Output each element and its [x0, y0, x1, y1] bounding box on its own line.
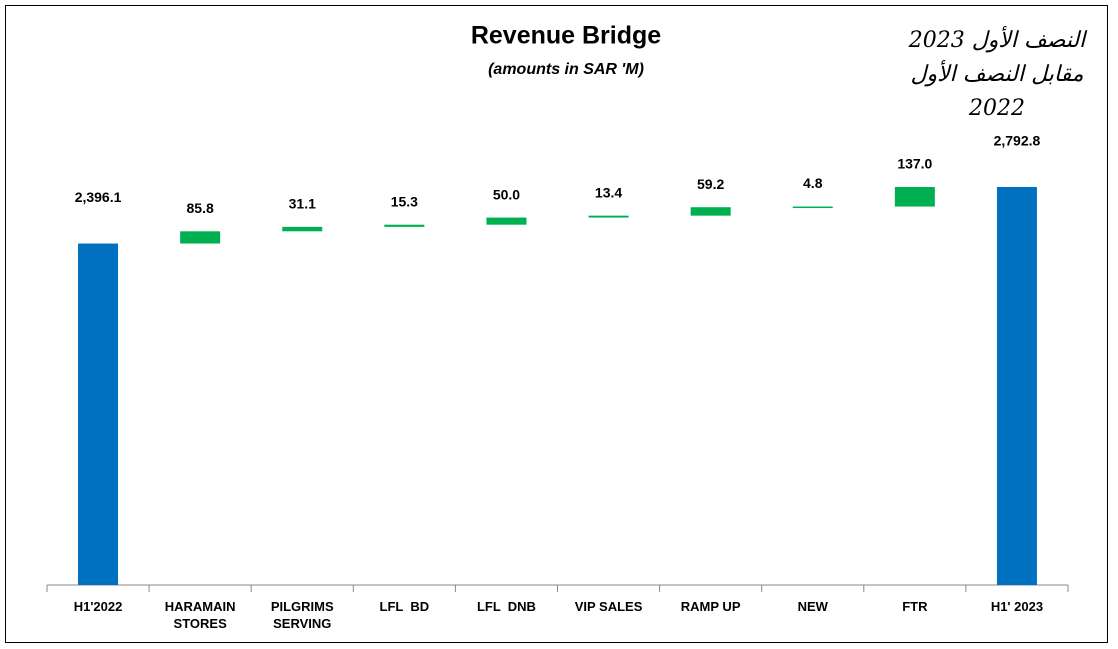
x-tick-label: HARAMAIN STORES — [164, 599, 240, 631]
annotation-line: النصف الأول 2023 — [908, 28, 1086, 53]
increase-bar — [384, 224, 425, 227]
increase-bar — [282, 226, 323, 232]
increase-bar — [792, 206, 833, 209]
x-tick-label: RAMP UP — [680, 599, 741, 614]
data-label: 50.0 — [493, 186, 520, 202]
data-label: 2,792.8 — [994, 133, 1041, 149]
annotation-line: مقابل النصف الأول — [910, 62, 1084, 87]
total-bar — [996, 187, 1037, 585]
x-tick-label: LFL DNB — [476, 599, 536, 614]
chart-subtitle: (amounts in SAR 'M) — [488, 61, 644, 78]
data-label: 85.8 — [187, 200, 214, 216]
x-tick-label: VIP SALES — [574, 599, 643, 614]
increase-bar — [690, 207, 731, 216]
x-tick-label: LFL BD — [379, 599, 430, 614]
data-label: 4.8 — [803, 175, 823, 191]
x-tick-label: H1'2022 — [73, 599, 123, 614]
increase-bar — [894, 187, 935, 207]
chart-frame — [5, 5, 1108, 643]
x-tick-label: PILGRIMS SERVING — [270, 599, 338, 631]
annotation-line: 2022 — [969, 96, 1025, 121]
x-tick-label: NEW — [797, 599, 828, 614]
data-label: 59.2 — [697, 176, 724, 192]
data-label: 15.3 — [391, 193, 418, 209]
data-label: 137.0 — [897, 156, 932, 172]
increase-bar — [588, 215, 629, 218]
total-bar — [78, 243, 119, 585]
data-label: 31.1 — [289, 196, 316, 212]
chart-title: Revenue Bridge — [471, 22, 661, 50]
data-label: 13.4 — [595, 184, 622, 200]
data-label: 2,396.1 — [75, 189, 122, 205]
x-tick-label: FTR — [902, 599, 928, 614]
increase-bar — [180, 231, 221, 244]
x-tick-label: H1' 2023 — [990, 599, 1044, 614]
increase-bar — [486, 217, 527, 225]
